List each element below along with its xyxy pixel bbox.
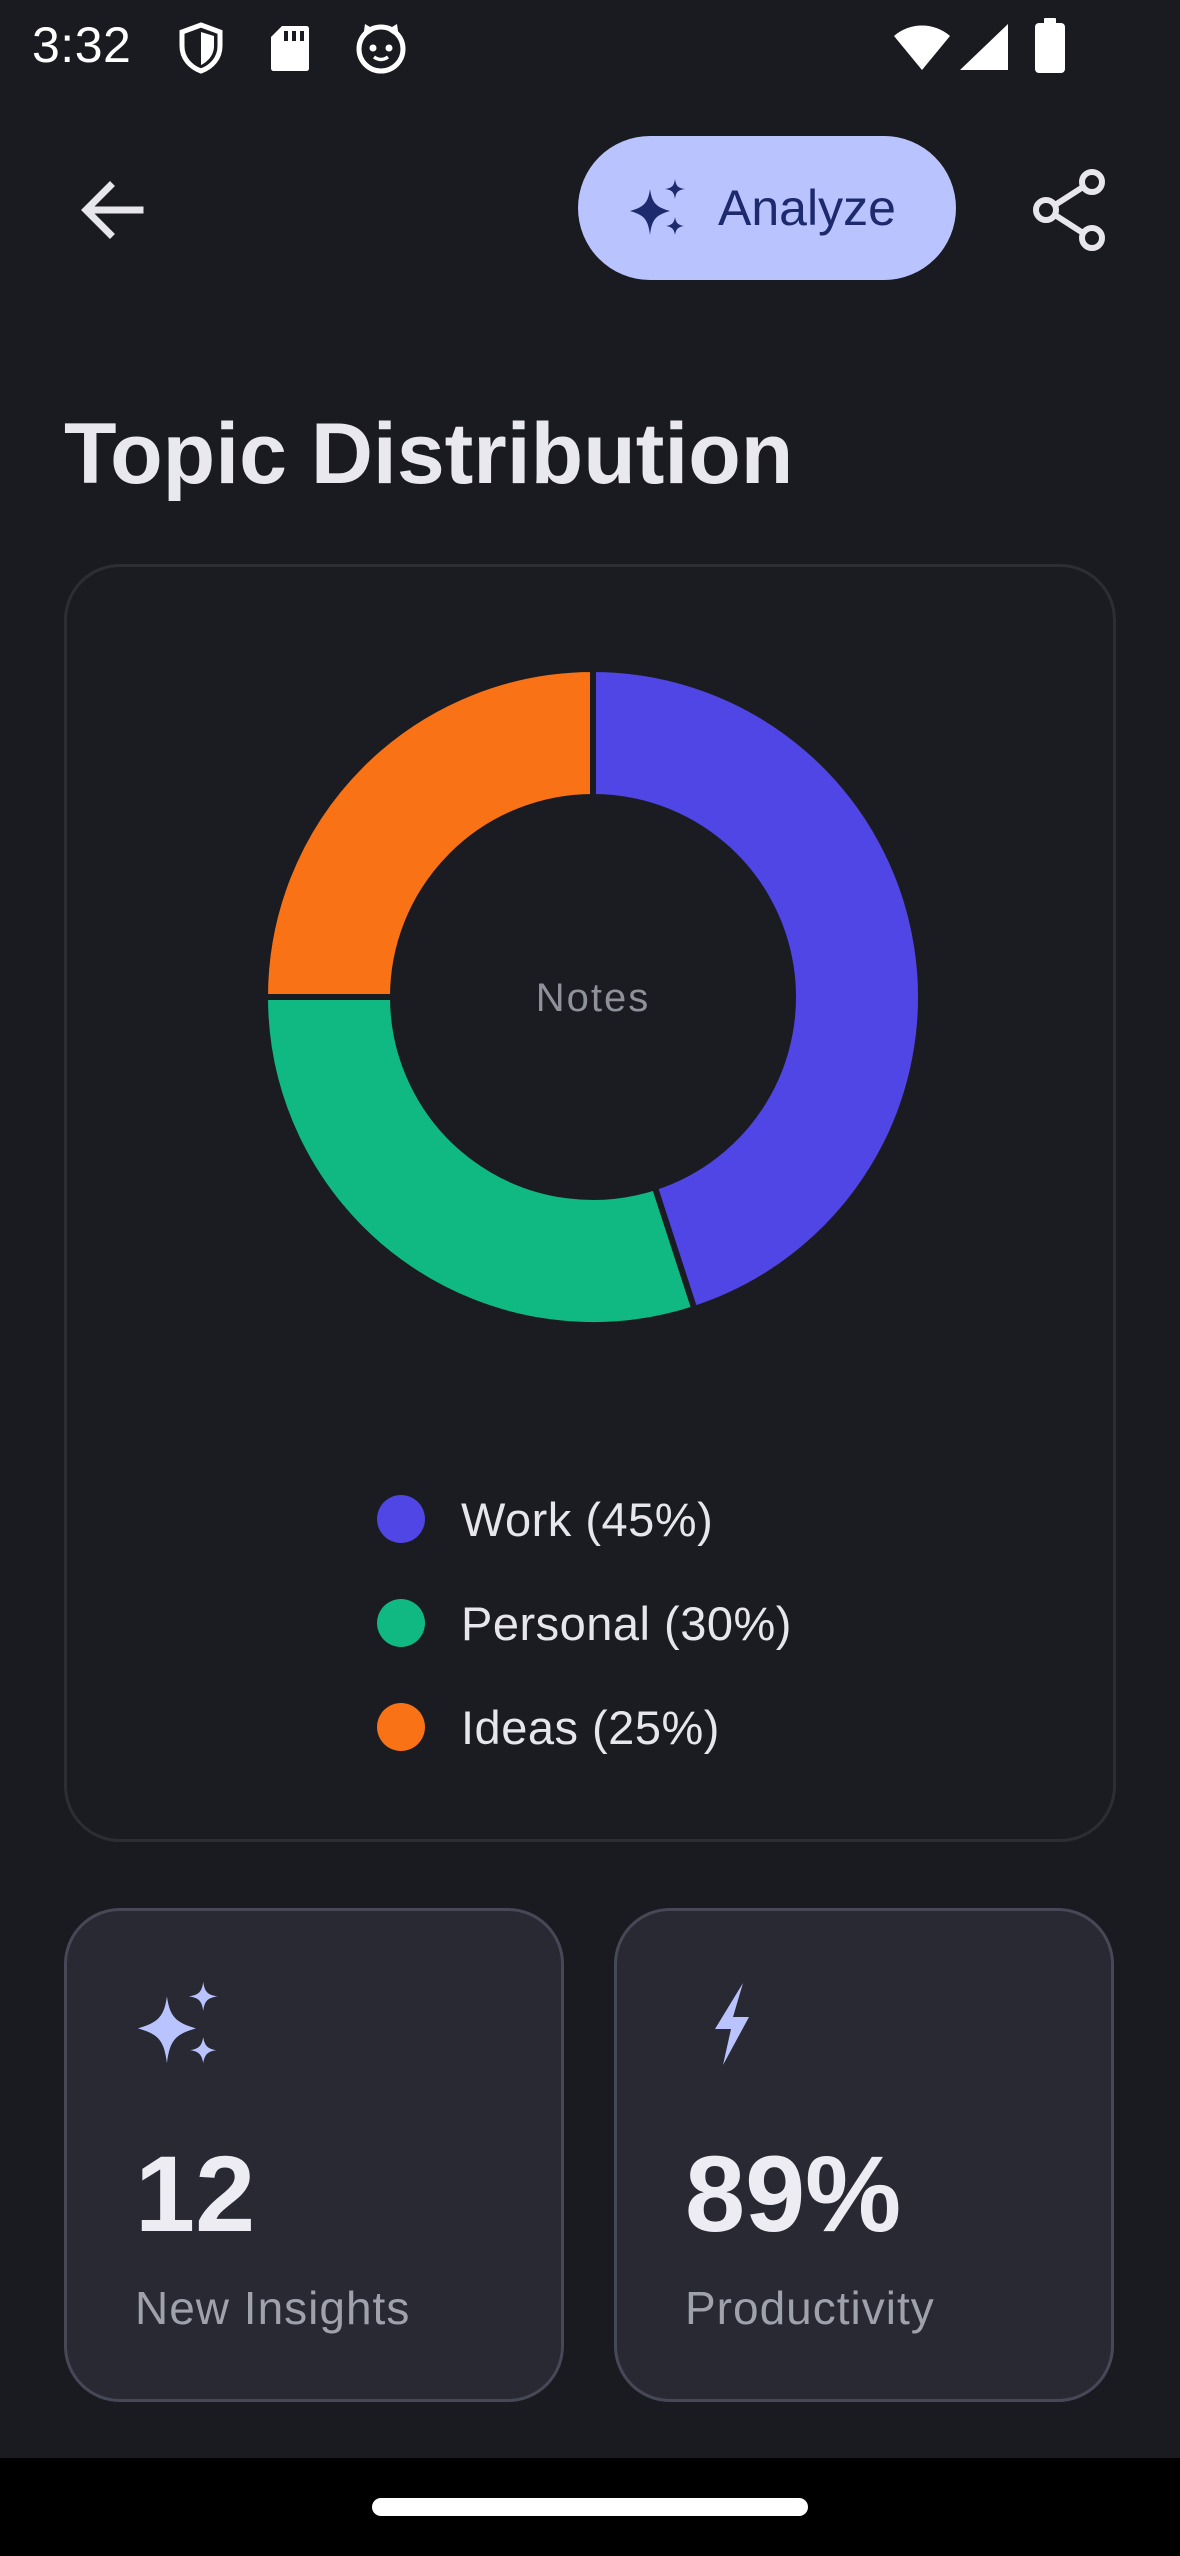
legend-dot-work <box>377 1495 425 1543</box>
legend-item-ideas: Ideas (25%) <box>377 1675 792 1779</box>
legend-item-personal: Personal (30%) <box>377 1571 792 1675</box>
donut-slice-personal[interactable] <box>263 994 699 1327</box>
donut-chart: Notes <box>263 667 923 1327</box>
productivity-stat-card[interactable]: 89% Productivity <box>614 1908 1114 2402</box>
sparkles-icon <box>137 1981 218 2064</box>
home-indicator[interactable] <box>372 2498 808 2516</box>
back-button[interactable] <box>52 150 172 270</box>
productivity-label: Productivity <box>685 2282 935 2334</box>
donut-center-label: Notes <box>536 976 651 1020</box>
shield-icon <box>179 22 223 74</box>
sparkles-icon <box>630 179 685 235</box>
chart-legend: Work (45%) Personal (30%) Ideas (25%) <box>377 1467 792 1779</box>
insights-stat-card[interactable]: 12 New Insights <box>64 1908 564 2402</box>
legend-item-work: Work (45%) <box>377 1467 792 1571</box>
status-bar: 3:32 <box>0 0 1180 100</box>
page-title: Topic Distribution <box>64 406 794 502</box>
cat-face-icon <box>356 24 406 74</box>
legend-label-personal: Personal (30%) <box>461 1596 792 1650</box>
analyze-button-label: Analyze <box>718 180 896 236</box>
legend-dot-personal <box>377 1599 425 1647</box>
insights-label: New Insights <box>135 2282 411 2334</box>
cellular-signal-icon <box>960 24 1008 70</box>
legend-dot-ideas <box>377 1703 425 1751</box>
status-time: 3:32 <box>32 17 132 73</box>
system-nav-bar <box>0 2458 1180 2556</box>
topic-distribution-card: Notes Work (45%) Personal (30%) Ideas (2… <box>64 564 1116 1842</box>
share-button[interactable] <box>1010 150 1130 270</box>
battery-icon <box>1035 18 1065 73</box>
analyze-button[interactable]: Analyze <box>578 136 956 280</box>
legend-label-work: Work (45%) <box>461 1492 714 1546</box>
legend-label-ideas: Ideas (25%) <box>461 1700 720 1754</box>
share-icon <box>1033 169 1105 251</box>
arrow-back-icon <box>81 181 144 239</box>
lightning-icon <box>715 1983 749 2065</box>
insights-value: 12 <box>135 2133 256 2254</box>
productivity-value: 89% <box>685 2133 902 2254</box>
sd-card-icon <box>271 26 309 71</box>
donut-slice-ideas[interactable] <box>263 667 596 1000</box>
wifi-icon <box>894 25 950 70</box>
donut-slice-work[interactable] <box>590 667 923 1313</box>
